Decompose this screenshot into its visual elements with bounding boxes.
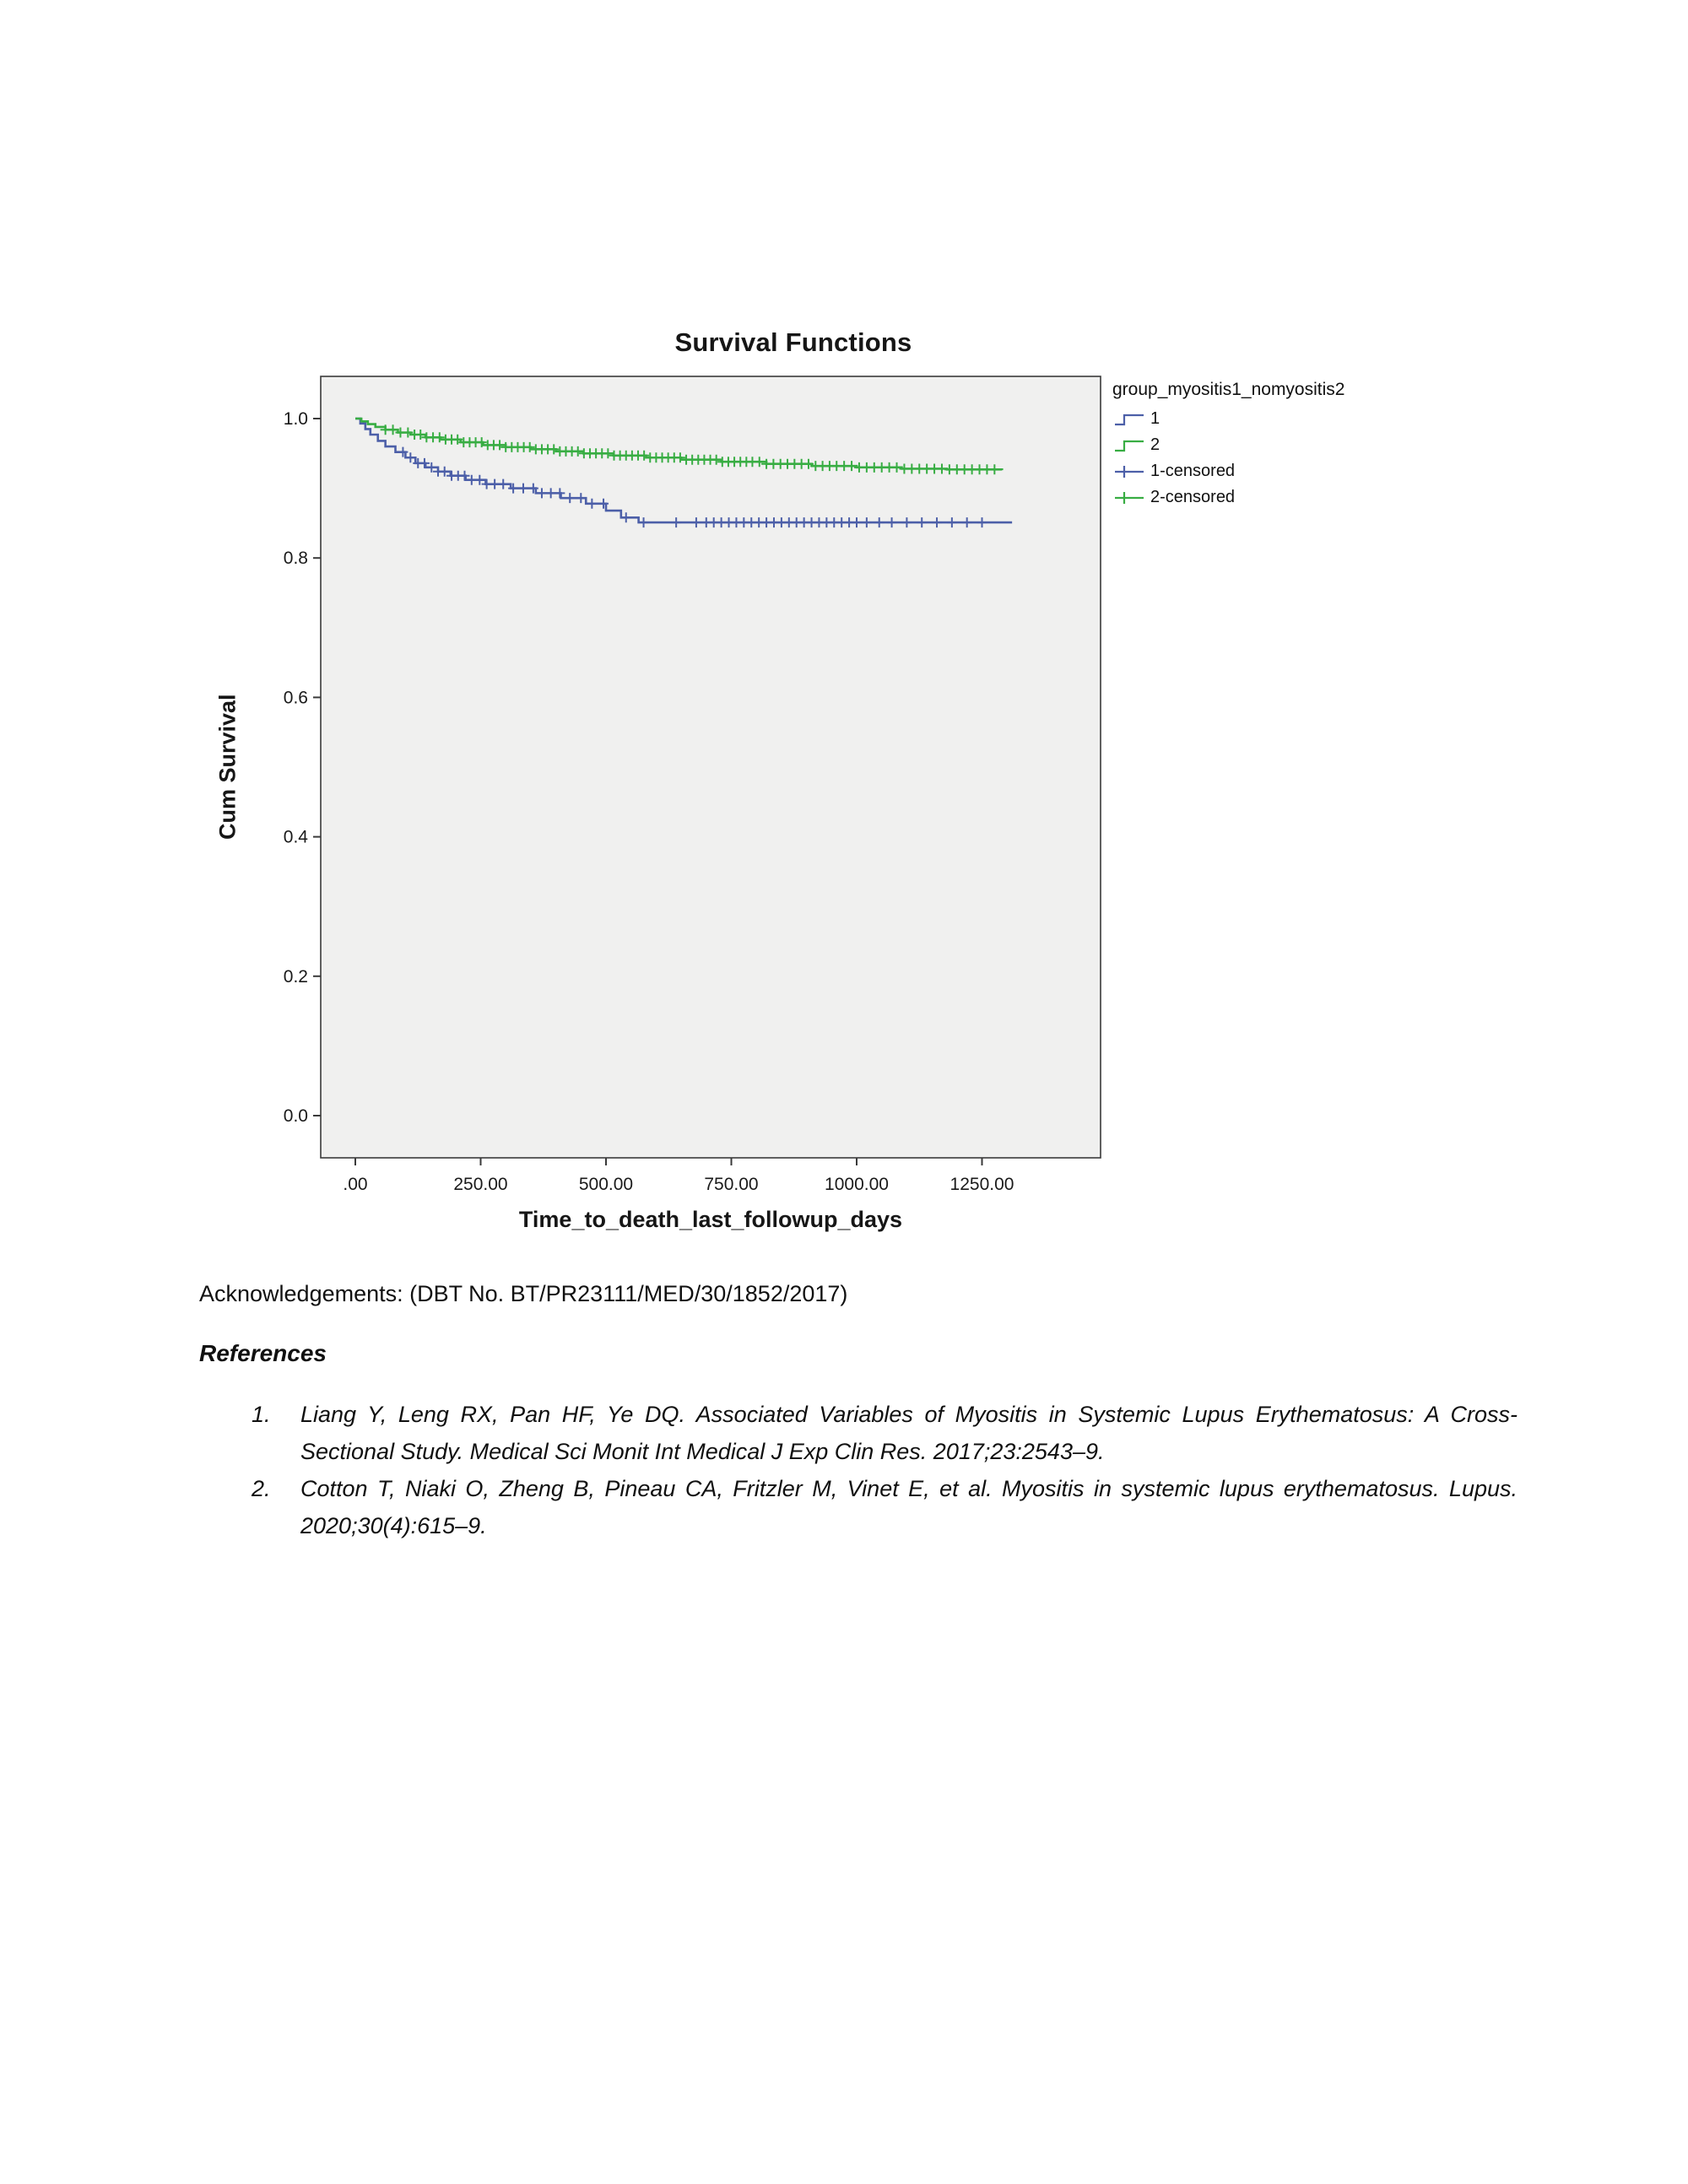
x-tick-label: .00 (343, 1175, 367, 1194)
y-tick-label: 0.4 (284, 828, 309, 847)
censor-mark-group1 (861, 517, 872, 528)
censor-mark-group2 (387, 424, 398, 435)
censor-mark-group1 (852, 517, 862, 528)
reference-text: Cotton T, Niaki O, Zheng B, Pineau CA, F… (300, 1476, 1518, 1538)
censor-mark-group1 (946, 517, 957, 528)
y-tick-label: 1.0 (284, 409, 308, 429)
censor-mark-group1 (498, 478, 509, 489)
censor-mark-group1 (576, 493, 587, 504)
censor-mark-group1 (565, 493, 576, 504)
censor-mark-group2 (452, 434, 463, 445)
censor-mark-group1 (598, 498, 609, 509)
censor-mark-group2 (754, 457, 765, 468)
censor-mark-group1 (977, 517, 987, 528)
survival-plot-svg: 0.0 0.2 0.4 0.6 0.8 1.0 .00 250.00 500.00 750.00 1… (284, 376, 1101, 1194)
censor-mark-group1 (517, 483, 528, 494)
x-tick-label: 1000.00 (825, 1175, 889, 1194)
censor-mark-group2 (639, 450, 650, 461)
x-axis-title: Time_to_death_last_followup_days (518, 1207, 903, 1232)
censor-mark-group2 (674, 452, 685, 463)
censor-mark-group1 (620, 512, 631, 523)
legend-item-group2: 2 (1112, 432, 1433, 458)
censor-mark-group1 (439, 466, 450, 477)
y-axis-title: Cum Survival (214, 694, 241, 841)
legend-item-group1: 1 (1112, 406, 1433, 432)
reference-number: 1. (252, 1402, 271, 1427)
legend-step-icon-group2 (1115, 440, 1144, 451)
legend-label-group2: 2 (1150, 435, 1160, 454)
censor-mark-group1 (405, 452, 416, 463)
reference-number: 2. (252, 1476, 271, 1501)
legend-censored-icon-group2 (1115, 491, 1144, 504)
legend-label-group2-censored: 2-censored (1150, 488, 1236, 506)
censor-mark-group2 (891, 462, 902, 473)
censor-mark-group1 (874, 517, 885, 528)
x-tick-label: 1250.00 (950, 1175, 1014, 1194)
legend-item-group1-censored: 1-censored (1112, 458, 1433, 484)
x-tick-label: 500.00 (579, 1175, 633, 1194)
censor-mark-group2 (415, 429, 426, 440)
censor-mark-group1 (901, 517, 912, 528)
censor-mark-group2 (603, 448, 614, 459)
y-tick-label: 0.2 (284, 967, 308, 987)
legend-label-group1: 1 (1150, 409, 1160, 428)
y-tick-label: 0.6 (284, 688, 308, 707)
censor-mark-group2 (549, 444, 560, 455)
censor-mark-group2 (847, 461, 858, 472)
censor-mark-group1 (917, 517, 928, 528)
x-tick-label: 750.00 (704, 1175, 758, 1194)
y-tick-label: 0.8 (284, 549, 308, 568)
legend-censored-icon-group1 (1115, 465, 1144, 478)
references-list: 1. Liang Y, Leng RX, Pan HF, Ye DQ. Asso… (252, 1396, 1518, 1544)
censor-mark-group1 (536, 488, 547, 499)
censor-mark-group2 (803, 458, 814, 469)
censor-mark-group1 (961, 517, 972, 528)
censor-mark-group1 (426, 462, 437, 473)
x-tick-label: 250.00 (453, 1175, 507, 1194)
censor-mark-group1 (671, 517, 682, 528)
censor-mark-group2 (711, 454, 722, 465)
censor-mark-group1 (690, 517, 701, 528)
censor-mark-group1 (932, 517, 943, 528)
censor-mark-group1 (508, 483, 519, 494)
chart-legend: group_myositis1_nomyositis2 1 2 1-censor… (1112, 380, 1433, 511)
reference-item: 2. Cotton T, Niaki O, Zheng B, Pineau CA… (252, 1470, 1518, 1544)
acknowledgements-text: Acknowledgements: (DBT No. BT/PR23111/ME… (199, 1281, 848, 1306)
censor-mark-group2 (476, 437, 487, 448)
censor-mark-group1 (555, 488, 565, 499)
reference-item: 1. Liang Y, Leng RX, Pan HF, Ye DQ. Asso… (252, 1396, 1518, 1470)
censor-mark-group1 (886, 517, 897, 528)
censor-mark-group1 (545, 488, 556, 499)
censor-mark-group1 (490, 478, 500, 489)
censor-mark-group1 (638, 517, 649, 528)
censor-mark-group2 (989, 464, 1000, 475)
censor-mark-group2 (524, 441, 535, 452)
legend-step-icon-group1 (1115, 414, 1144, 425)
censor-mark-group1 (459, 470, 470, 481)
reference-text: Liang Y, Leng RX, Pan HF, Ye DQ. Associa… (300, 1402, 1518, 1464)
censor-mark-group1 (587, 498, 598, 509)
censor-mark-group1 (419, 457, 430, 468)
plot-background (321, 376, 1101, 1158)
legend-title: group_myositis1_nomyositis2 (1112, 380, 1345, 399)
legend-label-group1-censored: 1-censored (1150, 462, 1236, 480)
censor-mark-group2 (434, 432, 445, 443)
censor-mark-group2 (403, 427, 414, 438)
censor-mark-group1 (528, 483, 538, 494)
plot-frame (320, 376, 1101, 1159)
references-heading: References (199, 1340, 327, 1366)
y-tick-label: 0.0 (284, 1106, 308, 1126)
censor-mark-group2 (572, 446, 583, 457)
censor-mark-group1 (474, 474, 485, 485)
censor-mark-group2 (495, 440, 506, 451)
chart-title: Survival Functions (674, 327, 912, 357)
legend-item-group2-censored: 2-censored (1112, 484, 1433, 511)
censor-mark-group1 (398, 446, 408, 457)
